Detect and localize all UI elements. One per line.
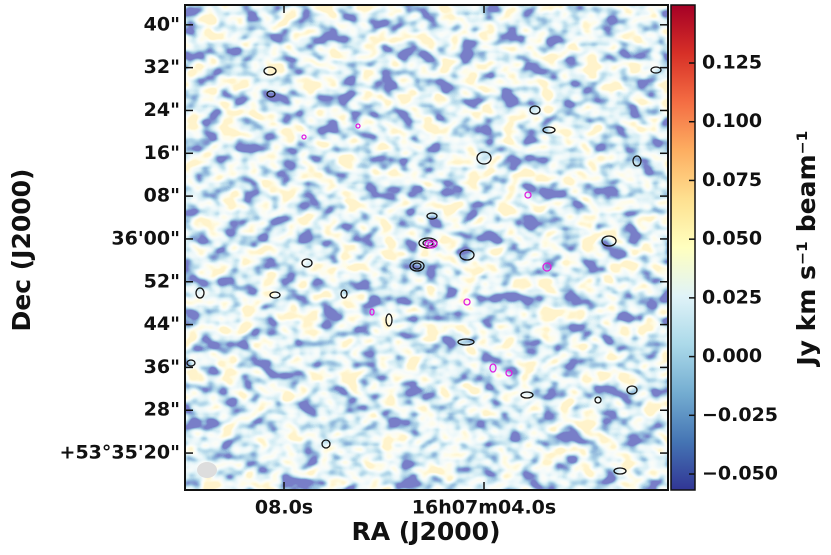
colorbar: [670, 4, 696, 491]
y-axis-label: Dec (J2000): [7, 169, 36, 332]
y-tick-label: 16": [144, 142, 180, 164]
colorbar-tick-label: 0.075: [702, 169, 762, 191]
y-tick-label: 40": [144, 13, 180, 35]
x-tick-label: 16h07m04.0s: [412, 497, 556, 519]
map: [185, 5, 668, 490]
colorbar-tick-label: 0.100: [702, 110, 762, 132]
y-tick-label: 36'00": [111, 227, 180, 249]
colorbar-tick-label: 0.125: [702, 52, 762, 74]
colorbar-tick-label: 0.000: [702, 345, 762, 367]
y-tick-label: 24": [144, 99, 180, 121]
beam: [197, 462, 217, 478]
colorbar-label: Jy km s⁻¹ beam⁻¹: [792, 130, 821, 367]
colorbar-tick-label: −0.025: [702, 404, 778, 426]
x-tick-label: 08.0s: [255, 497, 313, 519]
magenta-contours: [301, 123, 552, 377]
y-tick-label: 52": [144, 270, 180, 292]
y-tick-label: +53°35'20": [60, 442, 180, 464]
y-tick-label: 08": [144, 185, 180, 207]
x-axis-label: RA (J2000): [351, 517, 500, 546]
colorbar-tick-label: 0.050: [702, 228, 762, 250]
colorbar-tick-label: 0.025: [702, 286, 762, 308]
colorbar-tick-label: −0.050: [702, 463, 778, 485]
y-tick-label: 44": [144, 313, 180, 335]
plot-frame: [184, 4, 669, 491]
y-tick-label: 28": [144, 399, 180, 421]
y-tick-label: 36": [144, 356, 180, 378]
y-tick-label: 32": [144, 56, 180, 78]
